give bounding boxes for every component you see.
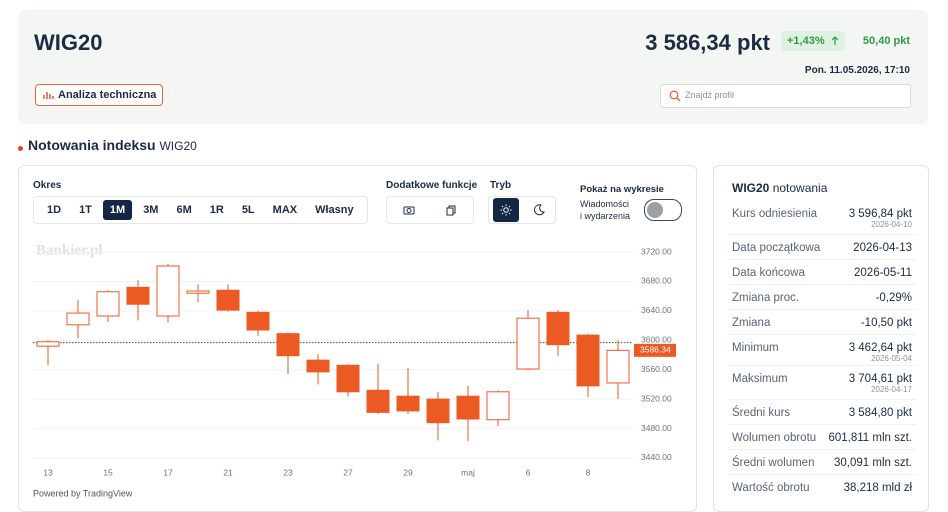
news-label-1: Wiadomości — [580, 199, 630, 209]
period-label: Okres — [33, 180, 62, 191]
extra-label: Dodatkowe funkcje — [386, 180, 478, 191]
stat-label: Maksimum — [732, 373, 788, 385]
period-button[interactable]: 5L — [241, 204, 255, 216]
stat-value: 3 596,84 pkt — [848, 208, 912, 220]
stat-row: Wolumen obrotu 601,811 mln szt. — [732, 432, 912, 444]
stat-row: Minimum 3 462,64 pkt 2026-05-04 — [732, 342, 912, 363]
stat-label: Średni kurs — [732, 407, 791, 419]
stat-sub: 2026-04-17 — [871, 385, 912, 394]
separator — [728, 259, 916, 260]
timestamp: Pon. 11.05.2026, 17:10 — [804, 65, 910, 76]
stat-value: 3 704,61 pkt — [848, 373, 912, 385]
stat-label: Data końcowa — [732, 267, 805, 279]
stat-label: Minimum — [732, 342, 779, 354]
separator — [728, 474, 916, 475]
mode-label: Tryb — [490, 180, 512, 191]
stat-value: 601,811 mln szt. — [828, 432, 912, 444]
copy-button[interactable] — [439, 198, 465, 222]
separator — [728, 334, 916, 335]
period-button[interactable]: Własny — [315, 204, 354, 216]
stat-sub: 2026-05-04 — [871, 354, 912, 363]
light-mode-button[interactable] — [492, 198, 519, 222]
analysis-button[interactable]: Analiza techniczna — [35, 84, 164, 106]
stat-value: 30,091 mln szt. — [834, 457, 912, 469]
stats-title: WIG20 notowania — [732, 181, 827, 195]
period-button[interactable]: 3M — [143, 204, 159, 216]
stats-panel: WIG20 notowania Kurs odniesienia 3 596,84… — [713, 165, 929, 512]
period-button[interactable]: 1M — [102, 200, 133, 220]
period-button[interactable]: 1R — [209, 204, 224, 216]
stat-value: 2026-04-13 — [853, 242, 912, 254]
news-toggle[interactable] — [644, 199, 682, 221]
stat-label: Średni wolumen — [732, 457, 815, 469]
period-buttons: 1D 1T 1M 3M 6M 1R 5L MAX Własny — [33, 196, 368, 224]
stat-row: Data końcowa 2026-05-11 — [732, 267, 912, 279]
separator — [728, 424, 916, 425]
separator — [728, 449, 916, 450]
button-label: Analiza techniczna — [58, 89, 157, 101]
title: WIG20 — [34, 30, 103, 55]
period-button[interactable]: 1T — [79, 204, 92, 216]
arrow-up — [831, 36, 839, 45]
mode-buttons — [488, 196, 556, 224]
separator — [728, 399, 916, 400]
stat-row: Data początkowa 2026-04-13 — [732, 242, 912, 254]
camera-button[interactable] — [396, 198, 422, 222]
stat-label: Zmiana — [732, 317, 771, 329]
extra-buttons — [386, 196, 474, 224]
header: WIG20 3 586,34 pkt +1,43% 50,40 pkt Pon.… — [18, 10, 928, 124]
bullet — [18, 146, 23, 151]
change-badge: +1,43% — [781, 31, 845, 51]
stat-row: Zmiana proc. -0,29% — [732, 292, 912, 304]
show-label: Pokaż na wykresie — [580, 184, 664, 195]
section-subtitle: WIG20 — [159, 139, 197, 153]
stat-value: 3 462,64 pkt — [848, 342, 912, 354]
separator — [728, 234, 916, 235]
stat-value: -0,29% — [875, 292, 912, 304]
separator — [728, 309, 916, 310]
section-title: Notowania indeksu WIG20 — [28, 137, 197, 153]
search-icon — [669, 90, 681, 102]
period-button[interactable]: 1D — [47, 204, 62, 216]
change-abs: 50,40 pkt — [862, 35, 910, 47]
stat-row: Średni kurs 3 584,80 pkt — [732, 407, 912, 419]
stat-row: Wartość obrotu 38,218 mld zł — [732, 482, 912, 494]
news-label: Wiadomości i wydarzenia — [580, 198, 630, 222]
stats-title-bold: WIG20 — [732, 181, 770, 195]
change-pct: +1,43% — [787, 35, 825, 47]
stat-label: Zmiana proc. — [732, 292, 800, 304]
page: WIG20 3 586,34 pkt +1,43% 50,40 pkt Pon.… — [18, 10, 929, 512]
stat-row: Maksimum 3 704,61 pkt 2026-04-17 — [732, 373, 912, 394]
price: 3 586,34 pkt — [645, 30, 770, 55]
stat-value: 2026-05-11 — [854, 267, 912, 279]
stat-row: Średni wolumen 30,091 mln szt. — [732, 457, 912, 469]
stat-label: Wartość obrotu — [732, 482, 810, 494]
stat-row: Kurs odniesienia 3 596,84 pkt 2026-04-10 — [732, 208, 912, 229]
stat-label: Kurs odniesienia — [732, 208, 818, 220]
period-button[interactable]: 6M — [176, 204, 192, 216]
news-label-2: i wydarzenia — [580, 211, 631, 221]
dark-mode-button[interactable] — [526, 198, 552, 222]
search-placeholder: Znajdź profil — [685, 90, 735, 100]
bar-icon — [43, 92, 54, 99]
stat-label: Data początkowa — [732, 242, 821, 254]
section-title-text: Notowania indeksu — [28, 137, 156, 153]
stats-title-rest: notowania — [772, 181, 828, 195]
stat-value: 38,218 mld zł — [843, 482, 912, 494]
separator — [728, 284, 916, 285]
period-button[interactable]: MAX — [272, 204, 298, 216]
search-input[interactable]: Znajdź profil — [660, 84, 911, 108]
stat-value: 3 584,80 pkt — [848, 407, 912, 419]
stat-row: Zmiana -10,50 pkt — [732, 317, 912, 329]
separator — [728, 365, 916, 366]
stat-sub: 2026-04-10 — [871, 220, 912, 229]
stat-value: -10,50 pkt — [860, 317, 912, 329]
stat-label: Wolumen obrotu — [732, 432, 817, 444]
